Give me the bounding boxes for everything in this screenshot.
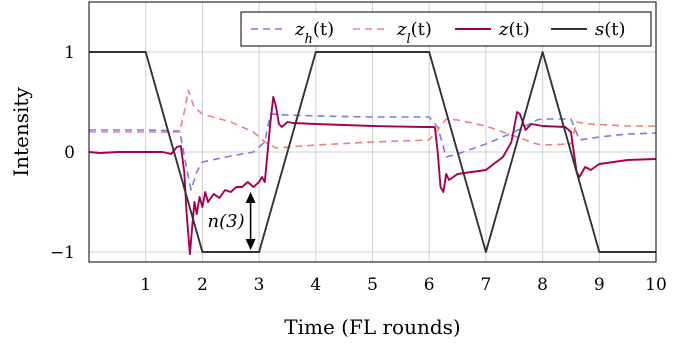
legend-entry-s: s(t) [551, 19, 626, 40]
series-group [88, 51, 657, 255]
y-tick-label: 1 [64, 43, 75, 63]
x-tick-label: 10 [645, 275, 667, 295]
y-tick-label: −1 [50, 243, 75, 263]
x-tick-labels: 1 2 3 4 5 6 7 8 9 10 [140, 275, 667, 295]
series-line-zl [89, 89, 656, 149]
x-tick-label: 5 [367, 275, 378, 295]
y-axis-title: Intensity [9, 87, 33, 177]
y-tick-labels: −1 0 1 [50, 43, 75, 263]
x-tick-label: 8 [537, 275, 548, 295]
x-tick-label: 9 [594, 275, 605, 295]
x-axis-title: Time (FL rounds) [284, 315, 460, 339]
series-line-z [88, 96, 657, 255]
annotation-arrow-head-down [245, 239, 256, 250]
annotation-group: n(3) [208, 192, 256, 250]
x-tick-label: 2 [197, 275, 208, 295]
legend-entry-zh: zh(t) [251, 19, 334, 47]
legend-label: zl(t) [396, 19, 432, 47]
x-tick-label: 3 [254, 275, 265, 295]
legend-label: zh(t) [294, 19, 334, 47]
x-tick-label: 7 [480, 275, 491, 295]
y-tick-label: 0 [64, 143, 75, 163]
legend-entry-zl: zl(t) [353, 19, 432, 47]
x-tick-label: 4 [310, 275, 321, 295]
x-tick-label: 1 [140, 275, 151, 295]
legend: zh(t) zl(t) z(t) s(t) [240, 11, 652, 47]
x-tick-label: 6 [424, 275, 435, 295]
plot-frame [88, 1, 657, 263]
annotation-label: n(3) [208, 211, 245, 232]
legend-label: z(t) [498, 19, 530, 40]
series-line-s [89, 51, 656, 253]
annotation-arrow-head-up [245, 192, 256, 203]
legend-entry-z: z(t) [455, 19, 530, 40]
legend-label: s(t) [595, 19, 626, 40]
